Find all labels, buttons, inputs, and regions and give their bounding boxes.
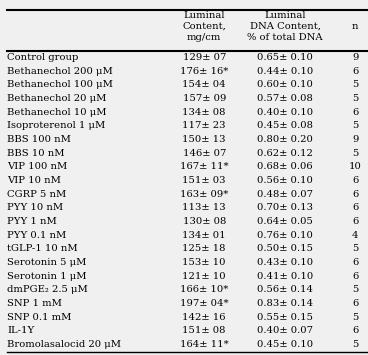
Text: 157± 09: 157± 09 <box>183 94 226 103</box>
Text: Control group: Control group <box>7 53 79 62</box>
Text: 134± 01: 134± 01 <box>183 231 226 240</box>
Text: 4: 4 <box>352 231 358 240</box>
Text: 0.83± 0.14: 0.83± 0.14 <box>257 299 313 308</box>
Text: 6: 6 <box>352 203 358 212</box>
Text: 150± 13: 150± 13 <box>183 135 226 144</box>
Text: 5: 5 <box>352 121 358 130</box>
Text: 163± 09*: 163± 09* <box>180 190 229 199</box>
Text: 5: 5 <box>352 94 358 103</box>
Text: 176± 16*: 176± 16* <box>180 67 229 76</box>
Text: PYY 10 nM: PYY 10 nM <box>7 203 64 212</box>
Text: 0.62± 0.12: 0.62± 0.12 <box>257 149 313 158</box>
Text: 0.40± 0.10: 0.40± 0.10 <box>257 108 313 117</box>
Text: 6: 6 <box>352 217 358 226</box>
Text: Content,: Content, <box>182 22 226 31</box>
Text: 0.40± 0.07: 0.40± 0.07 <box>257 327 313 335</box>
Text: 5: 5 <box>352 81 358 89</box>
Text: 6: 6 <box>352 67 358 76</box>
Text: 0.80± 0.20: 0.80± 0.20 <box>257 135 313 144</box>
Text: 5: 5 <box>352 245 358 253</box>
Text: 0.45± 0.08: 0.45± 0.08 <box>257 121 313 130</box>
Text: SNP 0.1 mM: SNP 0.1 mM <box>7 313 72 322</box>
Text: 151± 03: 151± 03 <box>183 176 226 185</box>
Text: 166± 10*: 166± 10* <box>180 285 229 294</box>
Text: 5: 5 <box>352 313 358 322</box>
Text: 6: 6 <box>352 272 358 281</box>
Text: Luminal: Luminal <box>265 11 306 20</box>
Text: 117± 23: 117± 23 <box>183 121 226 130</box>
Text: 0.64± 0.05: 0.64± 0.05 <box>257 217 313 226</box>
Text: Bethanechol 20 μM: Bethanechol 20 μM <box>7 94 107 103</box>
Text: 129± 07: 129± 07 <box>183 53 226 62</box>
Text: Isoproterenol 1 μM: Isoproterenol 1 μM <box>7 121 106 130</box>
Text: BBS 100 nM: BBS 100 nM <box>7 135 71 144</box>
Text: 153± 10: 153± 10 <box>183 258 226 267</box>
Text: 0.43± 0.10: 0.43± 0.10 <box>257 258 313 267</box>
Text: n: n <box>352 22 358 31</box>
Text: Bethanechol 200 μM: Bethanechol 200 μM <box>7 67 113 76</box>
Text: Serotonin 1 μM: Serotonin 1 μM <box>7 272 87 281</box>
Text: Bromolasalocid 20 μM: Bromolasalocid 20 μM <box>7 340 121 349</box>
Text: mg/cm: mg/cm <box>187 33 222 43</box>
Text: SNP 1 mM: SNP 1 mM <box>7 299 62 308</box>
Text: Bethanechol 10 μM: Bethanechol 10 μM <box>7 108 107 117</box>
Text: PYY 0.1 nM: PYY 0.1 nM <box>7 231 67 240</box>
Text: 0.68± 0.06: 0.68± 0.06 <box>257 163 313 171</box>
Text: 6: 6 <box>352 176 358 185</box>
Text: PYY 1 nM: PYY 1 nM <box>7 217 57 226</box>
Text: 121± 10: 121± 10 <box>183 272 226 281</box>
Text: 10: 10 <box>349 163 361 171</box>
Text: 164± 11*: 164± 11* <box>180 340 229 349</box>
Text: 6: 6 <box>352 299 358 308</box>
Text: 5: 5 <box>352 149 358 158</box>
Text: 0.48± 0.07: 0.48± 0.07 <box>257 190 313 199</box>
Text: 0.57± 0.08: 0.57± 0.08 <box>257 94 313 103</box>
Text: 0.76± 0.10: 0.76± 0.10 <box>257 231 313 240</box>
Text: 0.41± 0.10: 0.41± 0.10 <box>257 272 313 281</box>
Text: 0.45± 0.10: 0.45± 0.10 <box>257 340 313 349</box>
Text: Luminal: Luminal <box>184 11 225 20</box>
Text: VIP 100 nM: VIP 100 nM <box>7 163 68 171</box>
Text: Bethanechol 100 μM: Bethanechol 100 μM <box>7 81 113 89</box>
Text: 167± 11*: 167± 11* <box>180 163 229 171</box>
Text: 9: 9 <box>352 53 358 62</box>
Text: 0.44± 0.10: 0.44± 0.10 <box>257 67 313 76</box>
Text: IL-1Y: IL-1Y <box>7 327 35 335</box>
Text: 134± 08: 134± 08 <box>183 108 226 117</box>
Text: 6: 6 <box>352 327 358 335</box>
Text: 146± 07: 146± 07 <box>183 149 226 158</box>
Text: 151± 08: 151± 08 <box>183 327 226 335</box>
Text: % of total DNA: % of total DNA <box>247 33 323 43</box>
Text: VIP 10 nM: VIP 10 nM <box>7 176 61 185</box>
Text: 142± 16: 142± 16 <box>183 313 226 322</box>
Text: CGRP 5 nM: CGRP 5 nM <box>7 190 67 199</box>
Text: tGLP-1 10 nM: tGLP-1 10 nM <box>7 245 78 253</box>
Text: 6: 6 <box>352 190 358 199</box>
Text: 113± 13: 113± 13 <box>183 203 226 212</box>
Text: 0.50± 0.15: 0.50± 0.15 <box>257 245 313 253</box>
Text: 125± 18: 125± 18 <box>183 245 226 253</box>
Text: 0.70± 0.13: 0.70± 0.13 <box>257 203 313 212</box>
Text: 6: 6 <box>352 108 358 117</box>
Text: 0.56± 0.10: 0.56± 0.10 <box>257 176 313 185</box>
Text: 154± 04: 154± 04 <box>183 81 226 89</box>
Text: 5: 5 <box>352 340 358 349</box>
Text: 0.55± 0.15: 0.55± 0.15 <box>257 313 313 322</box>
Text: 0.60± 0.10: 0.60± 0.10 <box>257 81 313 89</box>
Text: dmPGE₂ 2.5 μM: dmPGE₂ 2.5 μM <box>7 285 88 294</box>
Text: 197± 04*: 197± 04* <box>180 299 229 308</box>
Text: 5: 5 <box>352 285 358 294</box>
Text: 0.56± 0.14: 0.56± 0.14 <box>257 285 313 294</box>
Text: BBS 10 nM: BBS 10 nM <box>7 149 65 158</box>
Text: 6: 6 <box>352 258 358 267</box>
Text: 130± 08: 130± 08 <box>183 217 226 226</box>
Text: Serotonin 5 μM: Serotonin 5 μM <box>7 258 87 267</box>
Text: 9: 9 <box>352 135 358 144</box>
Text: DNA Content,: DNA Content, <box>250 22 321 31</box>
Text: 0.65± 0.10: 0.65± 0.10 <box>257 53 313 62</box>
